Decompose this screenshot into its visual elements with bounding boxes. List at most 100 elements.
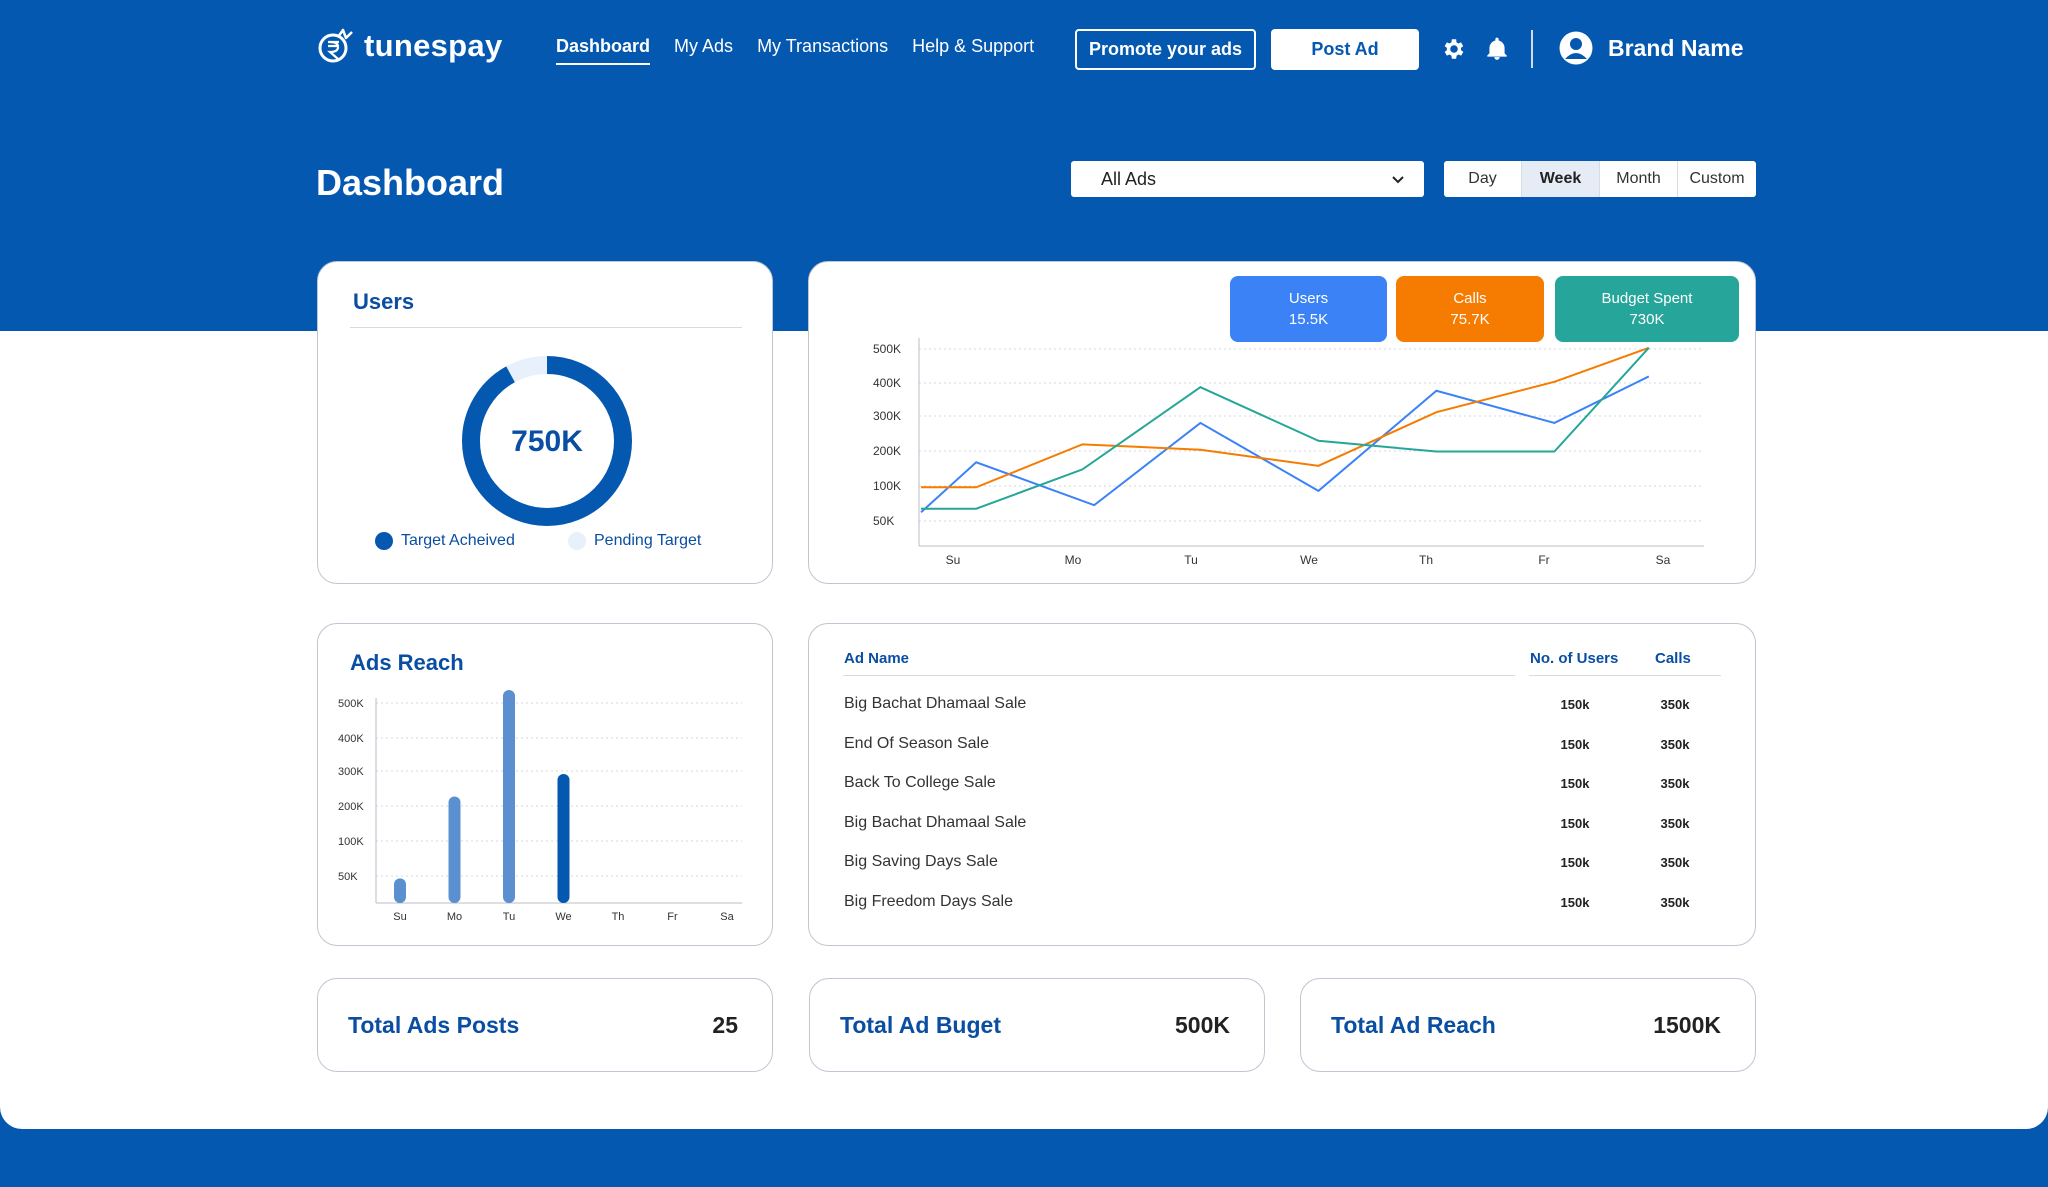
ad-name-cell: Back To College Sale [844, 774, 996, 791]
legend-pending: Pending Target [568, 532, 701, 550]
stat-label: Total Ad Reach [1331, 1012, 1496, 1038]
ad-name-cell: End Of Season Sale [844, 734, 989, 752]
users-cell: 150k [1560, 894, 1590, 910]
pill-budget-value: 730K [1629, 311, 1665, 328]
ads-reach-card: Ads Reach 500K 400K 300K 200K 100K 50K Su Mo Tu W… [317, 623, 773, 946]
pill-users[interactable]: Users 15.5K [1230, 276, 1387, 342]
col-header-ad-name: Ad Name [844, 650, 910, 667]
header-divider [1529, 675, 1721, 676]
legend-achieved: Target Acheived [375, 532, 515, 550]
bar-we[interactable] [557, 773, 570, 903]
stat-label: Total Ads Posts [348, 1012, 520, 1038]
ads-reach-title: Ads Reach [350, 650, 464, 675]
x-tick-label: Tu [503, 911, 515, 923]
pill-calls[interactable]: Calls 75.7K [1396, 276, 1544, 342]
y-tick-label: 100K [873, 479, 901, 493]
gear-icon[interactable] [1441, 36, 1467, 62]
pill-budget-label: Budget Spent [1601, 290, 1693, 307]
x-tick-label: Mo [1065, 553, 1082, 567]
stat-value: 1500K [1653, 1012, 1721, 1038]
series-line-budget-spent [921, 347, 1650, 510]
x-tick-label: Th [1419, 553, 1433, 567]
range-tab-day[interactable]: Day [1444, 161, 1522, 197]
calls-cell: 350k [1660, 697, 1690, 712]
logo-text: tunespay [364, 28, 503, 63]
stat-total-ad-budget: Total Ad Buget 500K [809, 978, 1265, 1072]
ads-filter-select[interactable]: All Ads [1071, 161, 1424, 197]
calls-cell: 350k [1660, 815, 1690, 831]
top-nav: tunespay Dashboard My Ads My Transaction… [0, 0, 2048, 100]
logo-icon [318, 28, 353, 63]
promote-ads-button[interactable]: Promote your ads [1075, 29, 1256, 70]
stat-total-ads-posts: Total Ads Posts 25 [317, 978, 773, 1072]
metrics-line-chart-card: Users 15.5K Calls 75.7K Budget Spent 730… [808, 261, 1756, 584]
pill-calls-label: Calls [1453, 290, 1487, 307]
users-cell: 150k [1560, 697, 1590, 712]
nav-link-my-ads[interactable]: My Ads [674, 36, 734, 56]
calls-cell: 350k [1660, 776, 1690, 791]
chevron-down-icon [1392, 176, 1404, 184]
x-tick-label: Su [393, 911, 406, 923]
users-cell: 150k [1560, 815, 1590, 831]
calls-cell: 350k [1660, 855, 1690, 870]
y-tick-label: 200K [873, 444, 901, 458]
nav-link-help-support[interactable]: Help & Support [912, 36, 1035, 56]
y-tick-label: 400K [873, 376, 901, 390]
stat-total-ad-reach: Total Ad Reach 1500K [1300, 978, 1756, 1072]
legend-dot-pending [568, 532, 586, 550]
series-line-calls [921, 346, 1650, 489]
x-tick-label: Mo [447, 911, 462, 923]
y-tick-label: 50K [338, 871, 358, 883]
range-tab-month[interactable]: Month [1600, 161, 1678, 197]
ad-name-cell: Big Freedom Days Sale [844, 892, 1013, 910]
y-tick-label: 400K [338, 733, 364, 745]
line-chart: 500K 400K 300K 200K 100K 50K Su Mo Tu We Th Fr Sa [873, 338, 1704, 567]
stat-value: 25 [712, 1012, 738, 1038]
brand-name: Brand Name [1608, 34, 1744, 61]
page-title: Dashboard [316, 162, 505, 203]
ads-reach-bar-chart: 500K 400K 300K 200K 100K 50K Su Mo Tu We Th Fr Sa [338, 690, 742, 923]
legend-pending-label: Pending Target [594, 532, 702, 549]
nav-link-my-transactions[interactable]: My Transactions [757, 36, 889, 56]
donut-achieved-ring [462, 356, 632, 526]
x-tick-label: Th [612, 911, 625, 923]
x-tick-label: Su [946, 553, 961, 567]
range-tab-custom[interactable]: Custom [1689, 170, 1745, 187]
calls-cell: 350k [1660, 736, 1690, 752]
users-donut-chart: 750K [462, 356, 632, 526]
nav-links: Dashboard My Ads My Transactions Help & … [556, 36, 1034, 65]
ads-table-card: Ad Name No. of Users Calls Big Bachat Dh… [808, 623, 1756, 946]
stat-value: 500K [1175, 1012, 1230, 1038]
x-tick-label: Fr [1538, 553, 1549, 567]
users-card-title: Users [353, 289, 415, 314]
logo[interactable]: tunespay [316, 28, 503, 64]
bell-icon[interactable] [1484, 36, 1510, 62]
bar-tu[interactable] [503, 690, 515, 903]
y-tick-label: 50K [873, 514, 894, 528]
x-tick-label: We [555, 911, 571, 923]
ad-name-cell: Big Bachat Dhamaal Sale [844, 813, 1027, 831]
x-tick-label: Tu [1184, 553, 1198, 567]
stat-label: Total Ad Buget [840, 1012, 1001, 1038]
account-menu[interactable]: Brand Name [1558, 30, 1743, 66]
bar-mo[interactable] [448, 796, 461, 904]
bar-su[interactable] [394, 878, 406, 903]
legend-dot-achieved [375, 532, 393, 550]
pill-budget-spent[interactable]: Budget Spent 730K [1555, 276, 1739, 342]
y-tick-label: 100K [338, 836, 364, 848]
series-line-users [920, 375, 1650, 514]
users-cell: 150k [1560, 855, 1590, 870]
users-cell: 150k [1560, 776, 1590, 791]
y-tick-label: 200K [338, 801, 364, 813]
range-tab-week[interactable]: Week [1522, 161, 1600, 197]
pill-calls-value: 75.7K [1450, 311, 1490, 328]
users-card: Users 750K Target Acheived Pending Targe… [317, 261, 773, 584]
y-tick-label: 500K [338, 698, 364, 710]
pill-users-label: Users [1288, 290, 1329, 307]
divider [350, 327, 742, 328]
col-header-users: No. of Users [1530, 650, 1619, 667]
ads-filter-value: All Ads [1101, 168, 1157, 189]
nav-link-dashboard[interactable]: Dashboard [556, 36, 651, 65]
post-ad-button[interactable]: Post Ad [1271, 29, 1419, 70]
legend-achieved-label: Target Acheived [401, 532, 515, 549]
